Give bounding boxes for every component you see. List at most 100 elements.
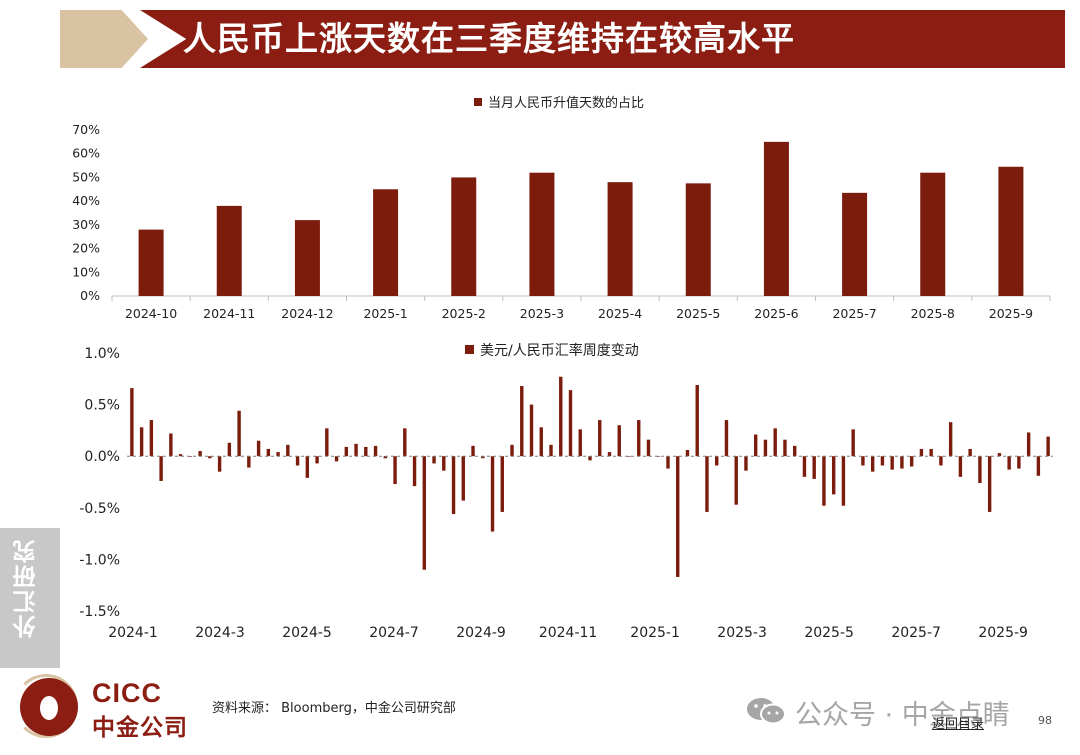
- bar: [842, 192, 868, 296]
- section-tab-label: 外汇研究: [14, 538, 40, 638]
- bar: [364, 446, 368, 457]
- bar: [393, 456, 397, 485]
- bar: [646, 439, 651, 457]
- bar: [286, 444, 290, 457]
- bar: [451, 456, 456, 514]
- bar: [178, 454, 183, 457]
- bar: [958, 456, 963, 477]
- bar: [890, 456, 894, 470]
- x-tick-label: 2024-11: [539, 625, 598, 641]
- bar: [461, 456, 465, 501]
- bar: [442, 456, 446, 471]
- x-tick-label: 2025-5: [804, 625, 854, 641]
- bar: [1036, 456, 1041, 476]
- bar: [997, 453, 1002, 457]
- bar: [529, 404, 534, 457]
- watermark: 公众号 · 中金点睛: [795, 700, 1010, 731]
- x-tick-label: 2024-10: [125, 306, 177, 321]
- x-tick-label: 2024-3: [195, 625, 245, 641]
- bar: [520, 386, 524, 457]
- bar: [929, 448, 933, 457]
- chart-monthly-appreciation-days: 当月人民币升值天数的占比 0% 10% 20% 30% 40% 50% 60% 70% 2024-…: [72, 95, 1051, 321]
- bar: [695, 384, 699, 457]
- bar: [900, 456, 904, 469]
- bar: [295, 456, 300, 466]
- section-tab[interactable]: 外汇研究: [0, 528, 60, 668]
- bar: [919, 448, 924, 457]
- legend-swatch: [465, 345, 474, 354]
- y-tick-label: 0.0%: [84, 449, 120, 465]
- x-tick-label: 2025-3: [520, 306, 564, 321]
- bar: [920, 172, 946, 296]
- bar: [344, 446, 349, 457]
- bar: [169, 433, 173, 457]
- bar: [159, 456, 163, 481]
- bar: [880, 456, 885, 466]
- header-banner: [140, 10, 1065, 68]
- bar: [685, 450, 690, 457]
- legend-swatch: [474, 98, 482, 106]
- y-tick-label: 30%: [72, 217, 100, 232]
- x-tick-label: 2024-1: [108, 625, 158, 641]
- bar: [734, 456, 738, 505]
- bar: [1017, 456, 1021, 469]
- bar: [1007, 456, 1011, 470]
- y-tick-label: -1.0%: [79, 552, 120, 568]
- y-tick-label: 10%: [72, 264, 100, 279]
- bar: [383, 456, 388, 459]
- bar: [539, 427, 543, 457]
- x-tick-label: 2025-6: [754, 306, 798, 321]
- bar: [188, 456, 193, 457]
- bar: [870, 456, 875, 472]
- wechat-icon: [747, 698, 786, 725]
- bar: [149, 420, 154, 457]
- bar: [792, 445, 797, 457]
- x-tick-label: 2024-5: [282, 625, 332, 641]
- x-tick-label: 2024-11: [203, 306, 255, 321]
- y-tick-label: -1.5%: [79, 604, 120, 620]
- bar: [831, 456, 836, 495]
- legend-label: 美元/人民币汇率周度变动: [480, 342, 639, 359]
- legend-label: 当月人民币升值天数的占比: [488, 95, 644, 111]
- x-tick-label: 2025-7: [891, 625, 941, 641]
- y-tick-label: -0.5%: [79, 501, 120, 517]
- bar: [403, 428, 407, 457]
- bar: [305, 456, 310, 478]
- bar: [432, 456, 436, 464]
- bar: [559, 376, 563, 457]
- y-tick-label: 50%: [72, 169, 100, 184]
- bar: [656, 456, 660, 457]
- bar: [216, 205, 242, 296]
- bar: [1046, 436, 1050, 457]
- chart-weekly-usdcny-change: 美元/人民币汇率周度变动 1.0% 0.5% 0.0% -0.5% -1.0% -1.5% 2…: [79, 342, 1053, 641]
- bar: [851, 429, 855, 457]
- bar: [939, 456, 943, 466]
- logo-text-en: CICC: [92, 678, 162, 708]
- y-tick-label: 40%: [72, 193, 100, 208]
- bar: [373, 189, 399, 296]
- x-tick-label: 2025-2: [442, 306, 486, 321]
- bar: [998, 166, 1024, 296]
- bar: [978, 456, 982, 484]
- cicc-logo: CICC 中金公司: [14, 674, 208, 741]
- bar: [968, 448, 972, 457]
- bar: [294, 220, 320, 296]
- bar: [276, 452, 280, 457]
- y-tick-label: 70%: [72, 122, 100, 137]
- x-tick-label: 2024-9: [456, 625, 506, 641]
- y-tick-label: 20%: [72, 241, 100, 256]
- bar: [841, 456, 846, 506]
- bar: [138, 229, 164, 296]
- page-title: 人民币上涨天数在三季度维持在较高水平: [183, 19, 795, 58]
- bar: [334, 456, 339, 462]
- bar: [481, 456, 485, 459]
- bar: [773, 428, 777, 457]
- bar: [227, 442, 232, 457]
- back-to-contents-link[interactable]: 返回目录: [932, 717, 985, 732]
- x-tick-label: 2025-1: [363, 306, 407, 321]
- bar: [948, 422, 953, 457]
- y-tick-label: 0%: [80, 288, 100, 303]
- bar: [578, 429, 582, 457]
- bar: [909, 456, 914, 467]
- bar: [549, 444, 553, 457]
